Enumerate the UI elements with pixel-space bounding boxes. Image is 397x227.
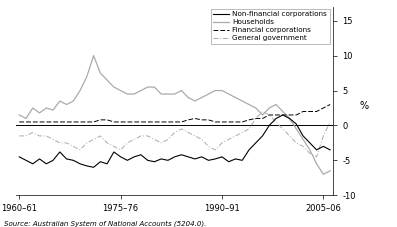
Legend: Non-financial corporations, Households, Financial corporations, General governme: Non-financial corporations, Households, … [210,9,330,44]
Y-axis label: %: % [360,101,369,111]
Text: Source: Australian System of National Accounts (5204.0).: Source: Australian System of National Ac… [4,220,206,227]
